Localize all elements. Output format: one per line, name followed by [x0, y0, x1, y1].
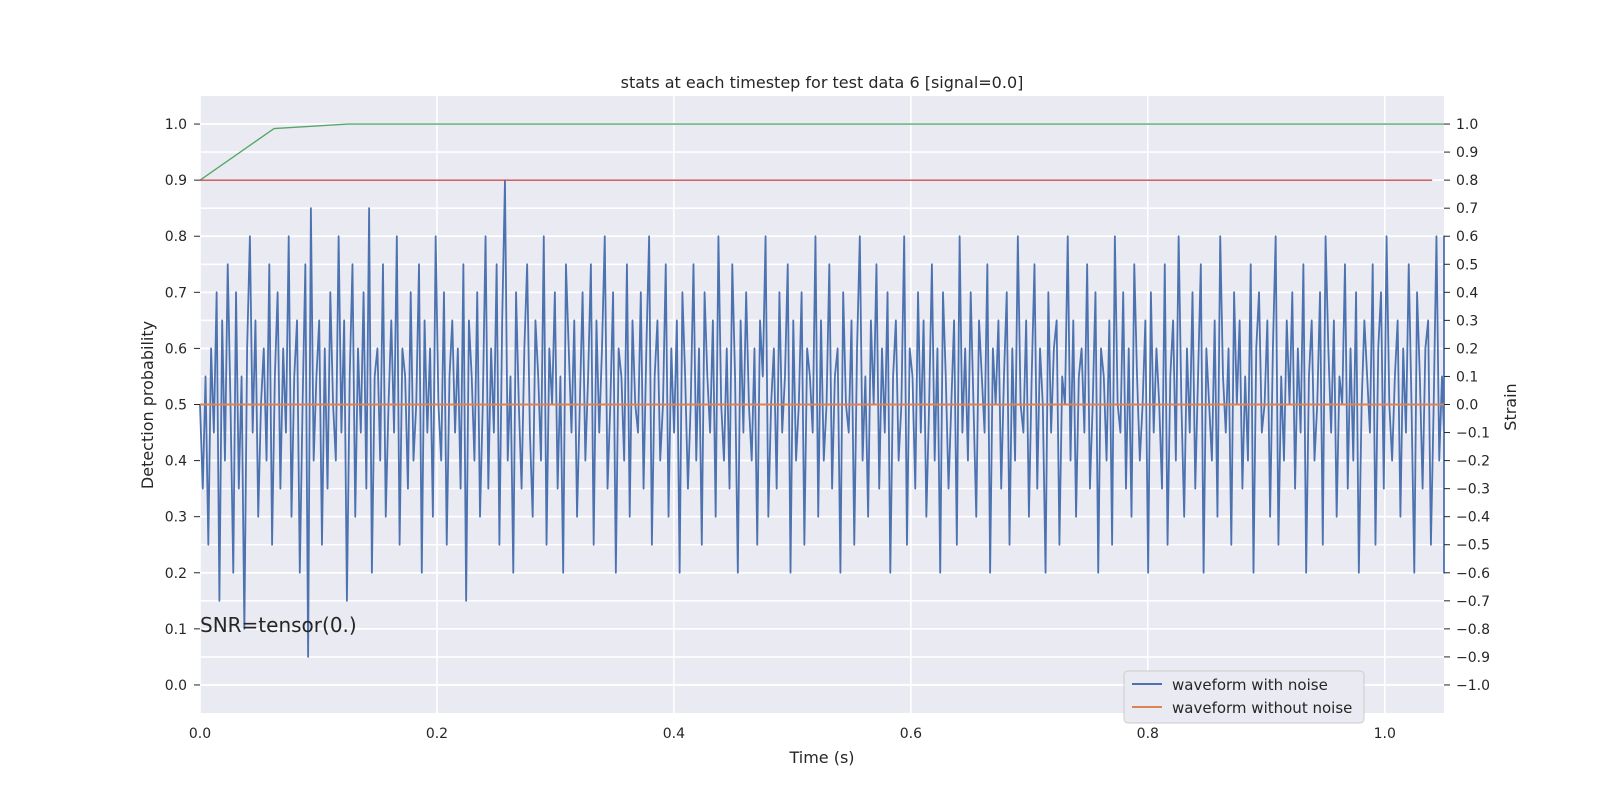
y-right-tick-label-3: −0.7 — [1456, 594, 1490, 610]
series-detection-probability — [199, 123, 1444, 181]
y-right-tick-label-16: 0.6 — [1456, 229, 1478, 245]
y-left-tick-label-6: 0.6 — [165, 341, 187, 357]
y-right-tick-label-6: −0.4 — [1456, 510, 1490, 526]
x-tick-label-4: 0.8 — [1137, 726, 1159, 742]
y-right-tick-label-12: 0.2 — [1456, 341, 1478, 357]
x-axis-label: Time (s) — [788, 748, 854, 767]
x-tick-label-3: 0.6 — [900, 726, 922, 742]
y-left-tick-label-0: 0.0 — [165, 678, 187, 694]
y-left-tick-label-2: 0.2 — [165, 566, 187, 582]
legend-label-clean: waveform without noise — [1172, 699, 1352, 717]
y-left-tick-label-3: 0.3 — [165, 510, 187, 526]
y-left-axis-label: Detection probability — [138, 321, 157, 489]
legend-box — [1123, 670, 1365, 724]
x-tick-label-2: 0.4 — [663, 726, 685, 742]
y-right-axis-label: Strain — [1501, 383, 1520, 430]
y-right-tick-label-7: −0.3 — [1456, 482, 1490, 498]
y-right-tick-labels: −1.0 −0.9 −0.8 −0.7 −0.6 −0.5 −0.4 −0.3 −0.2 −0.1… — [1444, 117, 1490, 694]
series-waveform-with-noise — [199, 179, 1445, 658]
x-tick-label-5: 1.0 — [1374, 726, 1396, 742]
x-tick-label-0: 0.0 — [189, 726, 211, 742]
y-left-tick-label-7: 0.7 — [165, 285, 187, 301]
y-right-tick-label-18: 0.8 — [1456, 173, 1478, 189]
snr-annotation: SNR=tensor(0.) — [200, 613, 357, 637]
y-left-tick-label-5: 0.5 — [165, 398, 187, 414]
y-right-tick-label-8: −0.2 — [1456, 454, 1490, 470]
y-right-tick-label-20: 1.0 — [1456, 117, 1478, 133]
y-left-tick-label-4: 0.4 — [165, 454, 187, 470]
y-left-tick-label-1: 0.1 — [165, 622, 187, 638]
y-right-tick-label-1: −0.9 — [1456, 650, 1490, 666]
x-tick-labels: 0.0 0.2 0.4 0.6 0.8 1.0 — [189, 726, 1396, 742]
y-left-tick-label-8: 0.8 — [165, 229, 187, 245]
y-left-tick-labels: 0.0 0.1 0.2 0.3 0.4 0.5 0.6 0.7 0.8 0.9 1.0 — [165, 117, 200, 694]
y-left-tick-label-9: 0.9 — [165, 173, 187, 189]
y-right-tick-label-2: −0.8 — [1456, 622, 1490, 638]
y-right-tick-label-14: 0.4 — [1456, 285, 1478, 301]
legend: waveform with noise waveform without noi… — [1123, 670, 1365, 724]
y-right-tick-label-13: 0.3 — [1456, 313, 1478, 329]
series-layer — [199, 123, 1445, 658]
y-right-tick-label-15: 0.5 — [1456, 257, 1478, 273]
y-right-tick-label-9: −0.1 — [1456, 426, 1490, 442]
y-right-tick-label-5: −0.5 — [1456, 538, 1490, 554]
legend-label-noisy: waveform with noise — [1172, 676, 1328, 694]
y-right-tick-label-10: 0.0 — [1456, 398, 1478, 414]
y-right-tick-label-19: 0.9 — [1456, 145, 1478, 161]
y-right-tick-label-17: 0.7 — [1456, 201, 1478, 217]
x-tick-label-1: 0.2 — [426, 726, 448, 742]
y-left-tick-label-10: 1.0 — [165, 117, 187, 133]
y-right-tick-label-4: −0.6 — [1456, 566, 1490, 582]
y-right-tick-label-11: 0.1 — [1456, 369, 1478, 385]
y-right-tick-label-0: −1.0 — [1456, 678, 1490, 694]
chart-title: stats at each timestep for test data 6 [… — [621, 73, 1024, 92]
